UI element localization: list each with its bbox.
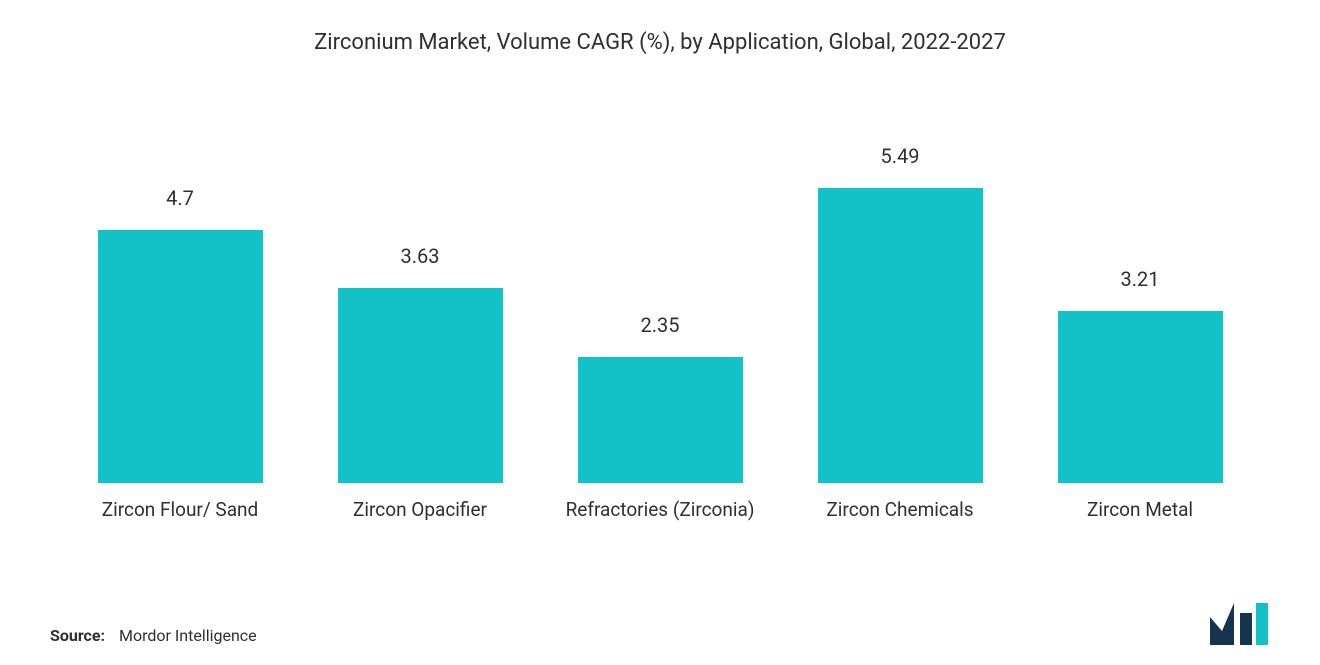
bar-column: 5.49 Zircon Chemicals bbox=[780, 144, 1020, 555]
bar-column: 3.21 Zircon Metal bbox=[1020, 267, 1260, 555]
bar-column: 4.7 Zircon Flour/ Sand bbox=[60, 186, 300, 555]
chart-title: Zirconium Market, Volume CAGR (%), by Ap… bbox=[50, 30, 1270, 55]
bar-value-label: 3.63 bbox=[401, 244, 440, 268]
bar bbox=[1058, 311, 1223, 483]
bar bbox=[578, 357, 743, 483]
bar-category-label: Zircon Metal bbox=[1083, 483, 1197, 555]
bar bbox=[338, 288, 503, 483]
bar-column: 3.63 Zircon Opacifier bbox=[300, 244, 540, 555]
bar-chart: 4.7 Zircon Flour/ Sand 3.63 Zircon Opacifie… bbox=[50, 115, 1270, 555]
bar-category-label: Zircon Flour/ Sand bbox=[98, 483, 263, 555]
bar-column: 2.35 Refractories (Zirconia) bbox=[540, 313, 780, 555]
chart-container: Zirconium Market, Volume CAGR (%), by Ap… bbox=[0, 0, 1320, 665]
bar bbox=[98, 230, 263, 483]
bar-value-label: 2.35 bbox=[641, 313, 680, 337]
bar-value-label: 3.21 bbox=[1121, 267, 1160, 291]
source-label: Source: bbox=[50, 626, 105, 645]
bar-category-label: Zircon Chemicals bbox=[822, 483, 977, 555]
source-text: Mordor Intelligence bbox=[119, 626, 257, 645]
brand-logo-icon bbox=[1210, 603, 1270, 645]
bar-value-label: 5.49 bbox=[881, 144, 920, 168]
bar-category-label: Refractories (Zirconia) bbox=[562, 483, 759, 555]
bar-value-label: 4.7 bbox=[166, 186, 194, 210]
bar bbox=[818, 188, 983, 483]
bar-category-label: Zircon Opacifier bbox=[349, 483, 491, 555]
source-line: Source: Mordor Intelligence bbox=[50, 626, 257, 645]
chart-footer: Source: Mordor Intelligence bbox=[50, 595, 1270, 645]
